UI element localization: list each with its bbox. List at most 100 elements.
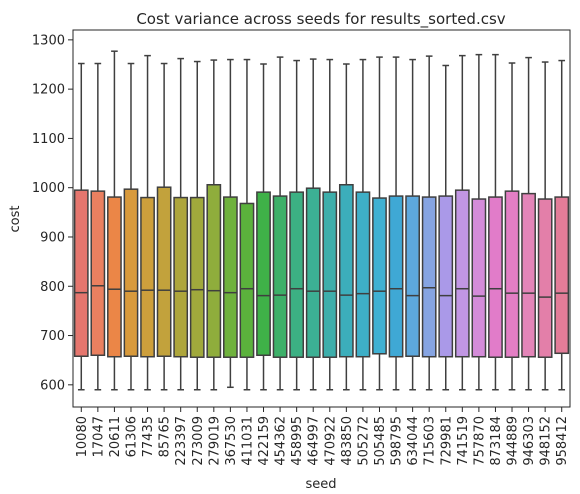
x-tick-label: 741519 bbox=[456, 416, 471, 466]
box-17047 bbox=[90, 62, 106, 391]
box-body bbox=[454, 189, 470, 358]
box-body bbox=[156, 186, 172, 357]
box-77435 bbox=[140, 54, 155, 391]
x-tick-label: 505272 bbox=[356, 416, 371, 466]
x-tick-label: 411031 bbox=[240, 416, 255, 466]
x-tick-label: 20611 bbox=[108, 416, 123, 457]
y-tick-label: 600 bbox=[40, 378, 65, 393]
x-tick-label: 10080 bbox=[75, 416, 90, 457]
x-tick-label: 464997 bbox=[307, 416, 322, 466]
y-tick-label: 1300 bbox=[32, 33, 65, 48]
box-body bbox=[223, 196, 238, 358]
y-tick-label: 1000 bbox=[32, 181, 65, 196]
box-948152 bbox=[537, 61, 553, 391]
box-10080 bbox=[73, 62, 89, 391]
y-tick-label: 900 bbox=[40, 230, 65, 245]
box-873184 bbox=[488, 53, 503, 391]
box-223397 bbox=[173, 57, 189, 391]
box-273009 bbox=[189, 60, 205, 391]
box-729981 bbox=[438, 64, 454, 391]
box-body bbox=[438, 195, 454, 358]
y-axis: 600 700 800 900 1000 1100 1200 1300 bbox=[32, 33, 73, 393]
x-tick-label: 367530 bbox=[224, 416, 239, 466]
x-tick-label: 61306 bbox=[124, 416, 139, 457]
box-367530 bbox=[223, 58, 238, 389]
x-tick-label: 729981 bbox=[439, 416, 454, 466]
box-body bbox=[107, 196, 122, 358]
box-body bbox=[305, 187, 321, 358]
box-20611 bbox=[107, 50, 122, 391]
box-279019 bbox=[206, 59, 222, 391]
box-946303 bbox=[521, 56, 536, 391]
box-470922 bbox=[322, 58, 338, 391]
x-tick-label: 505485 bbox=[373, 416, 388, 466]
box-body bbox=[289, 191, 305, 358]
y-tick-label: 800 bbox=[40, 280, 65, 295]
x-tick-label: 873184 bbox=[489, 416, 504, 466]
x-tick-label: 223397 bbox=[174, 416, 189, 466]
x-tick-label: 273009 bbox=[191, 416, 206, 466]
x-tick-label: 944889 bbox=[506, 416, 521, 466]
box-body bbox=[488, 196, 503, 358]
box-634044 bbox=[405, 58, 420, 391]
box-body bbox=[272, 195, 288, 358]
box-741519 bbox=[454, 54, 470, 391]
box-body bbox=[504, 190, 520, 358]
x-tick-label: 17047 bbox=[91, 416, 106, 457]
box-body bbox=[173, 196, 189, 358]
box-body bbox=[239, 202, 255, 358]
box-505272 bbox=[355, 58, 371, 391]
y-tick-label: 1100 bbox=[32, 132, 65, 147]
box-body bbox=[90, 190, 106, 357]
box-422159 bbox=[256, 63, 271, 391]
box-body bbox=[421, 196, 437, 358]
box-body bbox=[554, 196, 570, 355]
x-tick-label: 422159 bbox=[257, 416, 272, 466]
box-505485 bbox=[372, 56, 387, 391]
box-body bbox=[322, 191, 338, 358]
x-tick-label: 757870 bbox=[472, 416, 487, 466]
box-body bbox=[140, 196, 155, 358]
box-715603 bbox=[421, 55, 437, 391]
box-body bbox=[372, 197, 387, 355]
box-85765 bbox=[156, 62, 172, 391]
box-454362 bbox=[272, 56, 288, 391]
x-axis-title: seed bbox=[305, 477, 336, 492]
x-tick-label: 85765 bbox=[158, 416, 173, 457]
box-458995 bbox=[289, 59, 305, 391]
x-tick-label: 483850 bbox=[340, 416, 355, 466]
box-body bbox=[73, 189, 89, 357]
box-61306 bbox=[123, 62, 139, 391]
y-axis-title: cost bbox=[8, 206, 23, 233]
x-tick-label: 458995 bbox=[290, 416, 305, 466]
x-tick-label: 279019 bbox=[207, 416, 222, 466]
box-body bbox=[537, 198, 553, 358]
x-tick-label: 948152 bbox=[539, 416, 554, 466]
plot-frame bbox=[72, 29, 571, 408]
box-body bbox=[189, 196, 205, 358]
x-tick-label: 958412 bbox=[555, 416, 570, 466]
boxes-layer bbox=[73, 50, 570, 391]
x-tick-label: 634044 bbox=[406, 416, 421, 466]
box-598795 bbox=[388, 56, 404, 391]
x-axis: 10080 17047 20611 61306 77435 85765 223397 2730… bbox=[75, 407, 570, 466]
box-body bbox=[256, 191, 271, 357]
box-body bbox=[355, 191, 371, 358]
x-tick-label: 470922 bbox=[323, 416, 338, 466]
x-tick-label: 77435 bbox=[141, 416, 156, 457]
x-tick-label: 715603 bbox=[423, 416, 438, 466]
box-958412 bbox=[554, 59, 570, 391]
box-944889 bbox=[504, 62, 520, 391]
y-tick-label: 1200 bbox=[32, 83, 65, 98]
box-body bbox=[123, 188, 139, 357]
box-body bbox=[206, 183, 222, 358]
box-body bbox=[405, 195, 420, 357]
box-body bbox=[471, 198, 487, 358]
x-tick-label: 946303 bbox=[522, 416, 537, 466]
box-body bbox=[388, 195, 404, 358]
box-body bbox=[521, 192, 536, 358]
box-757870 bbox=[471, 53, 487, 391]
x-tick-label: 454362 bbox=[274, 416, 289, 466]
